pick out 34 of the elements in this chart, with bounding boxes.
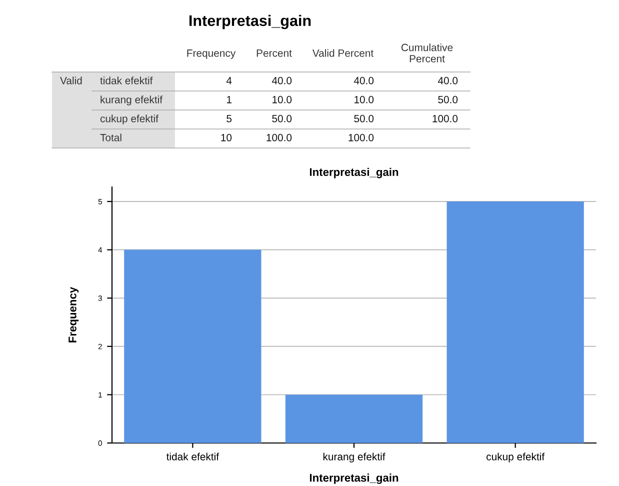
- text: 40.0: [438, 76, 458, 84]
- text: 1: [227, 96, 232, 104]
- chart-title: Interpretasi_gain: [310, 168, 398, 178]
- text: 40.0: [272, 76, 292, 84]
- y-axis-title: Frequency: [68, 286, 79, 342]
- text: 50.0: [354, 114, 374, 122]
- text: Total: [100, 134, 122, 142]
- text: 40.0: [354, 76, 374, 84]
- text: 4: [226, 77, 232, 84]
- text: cukup efektif: [100, 114, 158, 124]
- text: Interpretasi_gain: [189, 14, 311, 30]
- x-tick-label: cukup efektif: [486, 452, 545, 462]
- bar: [446, 201, 584, 443]
- category-label: Frequency: [187, 50, 236, 59]
- text: 100.0: [348, 134, 374, 142]
- x-axis-title: Interpretasi_gain: [310, 474, 398, 484]
- text: 50.0: [438, 96, 458, 104]
- text: 10.0: [272, 96, 292, 104]
- text: 100.0: [266, 134, 292, 142]
- text: Valid: [60, 76, 82, 84]
- category-label: Percent: [256, 50, 292, 57]
- text: 100.0: [432, 114, 458, 122]
- text: 10: [221, 134, 232, 142]
- bar: [124, 250, 262, 443]
- bar: [285, 394, 423, 443]
- text: tidak efektif: [100, 76, 153, 84]
- text: 10.0: [354, 96, 374, 104]
- text: 50.0: [272, 114, 292, 122]
- category-label: Valid Percent: [312, 49, 374, 57]
- x-tick-label: kurang efektif: [323, 452, 386, 462]
- text: 5: [226, 115, 232, 122]
- category-label: Cumulative Percent: [401, 44, 453, 62]
- x-tick-label: tidak efektif: [166, 452, 220, 460]
- text: kurang efektif: [100, 96, 163, 106]
